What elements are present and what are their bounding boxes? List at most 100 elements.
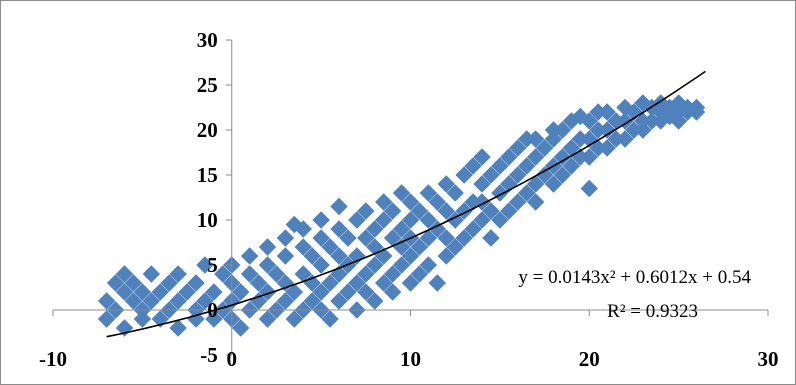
data-point bbox=[517, 157, 536, 175]
data-point bbox=[97, 310, 116, 328]
data-point bbox=[97, 292, 116, 310]
data-point bbox=[419, 229, 438, 247]
data-point bbox=[401, 247, 420, 265]
data-point bbox=[169, 265, 187, 283]
data-point bbox=[446, 238, 464, 256]
data-point bbox=[124, 292, 143, 310]
data-point bbox=[491, 157, 509, 175]
data-point bbox=[401, 274, 420, 292]
data-point bbox=[214, 265, 232, 283]
data-point bbox=[428, 274, 447, 292]
tick-labels: -10 0 10 20 30 -5 0 5 10 15 20 25 30 bbox=[39, 28, 779, 371]
x-tick-label: -10 bbox=[39, 347, 67, 371]
y-tick-label: -5 bbox=[200, 343, 218, 367]
data-point bbox=[464, 157, 482, 175]
data-point bbox=[526, 148, 545, 166]
x-tick-label: 0 bbox=[227, 347, 238, 371]
x-tick-label: 10 bbox=[400, 347, 421, 371]
data-point bbox=[464, 220, 482, 238]
data-point bbox=[482, 166, 500, 184]
x-tick-label: 20 bbox=[579, 347, 600, 371]
data-point bbox=[106, 274, 125, 292]
data-point bbox=[187, 274, 205, 292]
data-point bbox=[142, 292, 161, 310]
data-point bbox=[526, 175, 545, 193]
data-point bbox=[240, 265, 259, 283]
data-point bbox=[517, 184, 536, 202]
data-point bbox=[330, 247, 348, 265]
data-point bbox=[392, 256, 411, 274]
data-point bbox=[196, 256, 214, 274]
data-point bbox=[357, 202, 375, 220]
data-point bbox=[473, 211, 491, 229]
data-point bbox=[562, 157, 581, 175]
data-point bbox=[115, 265, 134, 283]
data-point bbox=[580, 179, 598, 198]
data-point bbox=[482, 229, 500, 247]
data-point bbox=[509, 139, 527, 157]
x-tick-label: 30 bbox=[758, 347, 779, 371]
data-point bbox=[366, 220, 384, 238]
data-point bbox=[401, 211, 420, 229]
data-point bbox=[455, 166, 473, 184]
data-point bbox=[437, 229, 455, 247]
data-point bbox=[285, 310, 304, 328]
data-point bbox=[357, 229, 375, 247]
data-point bbox=[392, 220, 411, 238]
data-point bbox=[348, 211, 366, 229]
data-point bbox=[383, 283, 402, 301]
data-point bbox=[419, 256, 438, 274]
data-point bbox=[178, 283, 196, 301]
data-point bbox=[500, 202, 518, 220]
data-point bbox=[598, 121, 616, 139]
data-point bbox=[410, 238, 429, 256]
data-point bbox=[258, 256, 277, 274]
data-point bbox=[258, 310, 277, 328]
y-tick-label: 10 bbox=[197, 208, 218, 232]
data-point bbox=[473, 175, 491, 193]
data-point bbox=[366, 292, 384, 310]
data-point bbox=[205, 283, 223, 301]
y-tick-label: 15 bbox=[197, 163, 218, 187]
data-point bbox=[366, 238, 384, 256]
data-point bbox=[535, 139, 554, 157]
data-point bbox=[428, 193, 447, 211]
data-point bbox=[240, 247, 259, 265]
data-point bbox=[258, 238, 277, 256]
data-point bbox=[151, 283, 169, 301]
polynomial-trendline bbox=[106, 70, 706, 338]
data-point bbox=[303, 292, 321, 310]
trendline-r-squared: R² = 0.9323 bbox=[607, 301, 698, 322]
data-point bbox=[616, 112, 634, 130]
data-point bbox=[267, 265, 286, 283]
data-point bbox=[124, 274, 143, 292]
data-point bbox=[535, 166, 554, 184]
data-point bbox=[401, 193, 420, 211]
data-point bbox=[526, 193, 545, 211]
data-point bbox=[625, 103, 643, 121]
data-point bbox=[410, 265, 429, 283]
data-point bbox=[339, 229, 357, 247]
data-point bbox=[526, 130, 545, 148]
data-point bbox=[544, 175, 563, 193]
data-point bbox=[571, 107, 590, 126]
data-point bbox=[374, 274, 393, 292]
data-point bbox=[321, 274, 339, 292]
data-point bbox=[509, 166, 527, 184]
data-point bbox=[500, 175, 518, 193]
data-point bbox=[348, 274, 366, 292]
axes bbox=[52, 39, 769, 356]
data-point bbox=[544, 130, 563, 148]
data-point bbox=[634, 121, 652, 139]
data-point bbox=[357, 265, 375, 283]
data-point bbox=[446, 211, 464, 229]
data-point bbox=[133, 283, 152, 301]
data-point bbox=[303, 247, 321, 265]
data-point bbox=[446, 184, 464, 202]
data-point bbox=[196, 292, 214, 310]
data-point bbox=[500, 148, 518, 166]
data-point bbox=[383, 265, 402, 283]
data-point bbox=[276, 247, 295, 265]
data-point bbox=[482, 202, 500, 220]
